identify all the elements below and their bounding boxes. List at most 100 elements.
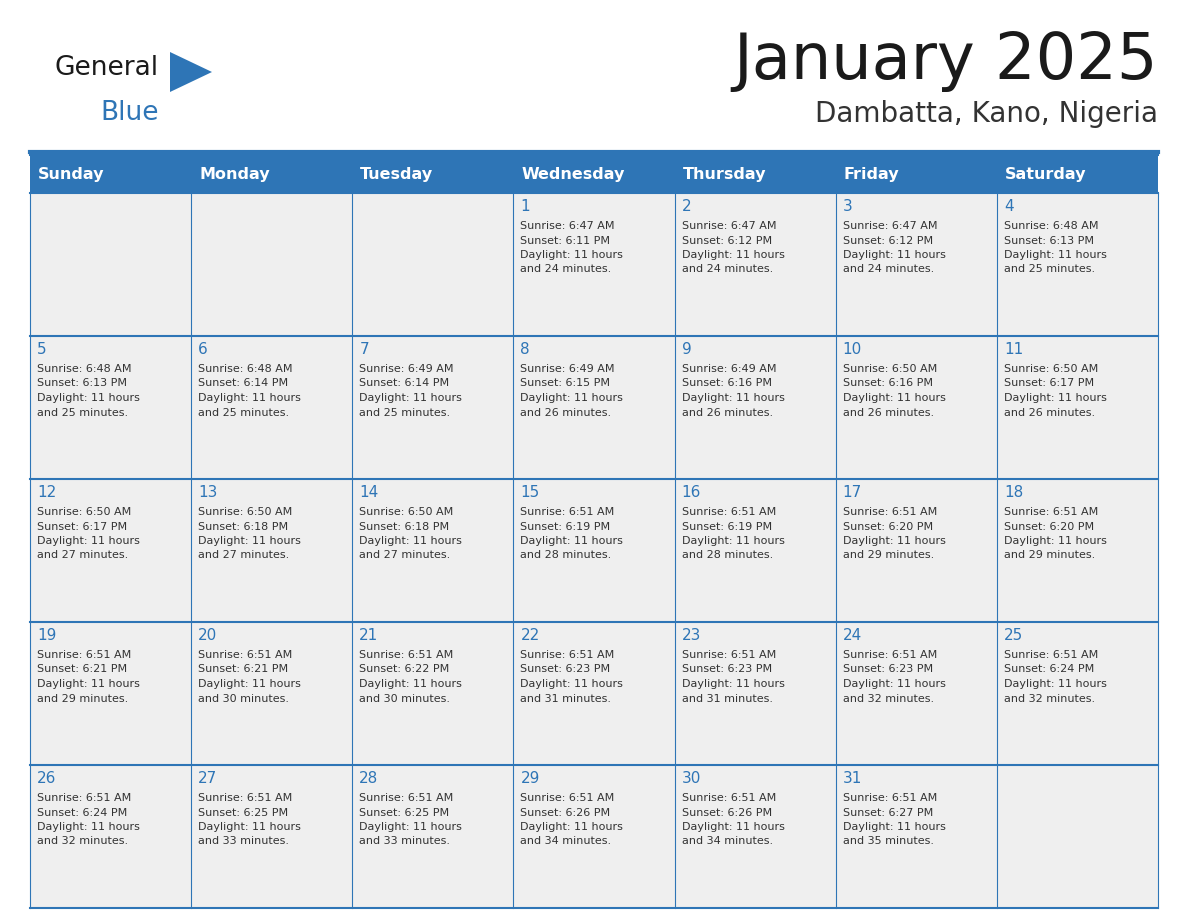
Text: Daylight: 11 hours: Daylight: 11 hours [682,250,784,260]
Bar [30,479,1158,622]
Text: Daylight: 11 hours: Daylight: 11 hours [37,822,140,832]
Text: 19: 19 [37,628,56,643]
Text: and 24 minutes.: and 24 minutes. [520,264,612,274]
Text: Sunset: 6:26 PM: Sunset: 6:26 PM [682,808,772,818]
Text: Sunrise: 6:47 AM: Sunrise: 6:47 AM [520,221,615,231]
Text: Sunrise: 6:51 AM: Sunrise: 6:51 AM [520,793,614,803]
Text: and 26 minutes.: and 26 minutes. [682,408,772,418]
Text: Sunset: 6:20 PM: Sunset: 6:20 PM [1004,521,1094,532]
Text: 14: 14 [359,485,379,500]
Text: Sunrise: 6:51 AM: Sunrise: 6:51 AM [520,650,614,660]
Text: 26: 26 [37,771,56,786]
Text: Daylight: 11 hours: Daylight: 11 hours [359,393,462,403]
Text: 18: 18 [1004,485,1023,500]
Text: Daylight: 11 hours: Daylight: 11 hours [520,250,624,260]
Text: Daylight: 11 hours: Daylight: 11 hours [682,393,784,403]
Text: Monday: Monday [200,166,270,182]
Text: 25: 25 [1004,628,1023,643]
Text: General: General [55,55,159,81]
Text: Sunset: 6:26 PM: Sunset: 6:26 PM [520,808,611,818]
Text: Sunrise: 6:51 AM: Sunrise: 6:51 AM [682,793,776,803]
Text: Daylight: 11 hours: Daylight: 11 hours [520,393,624,403]
Text: 4: 4 [1004,199,1013,214]
Bar [30,765,1158,908]
Text: Sunset: 6:12 PM: Sunset: 6:12 PM [682,236,772,245]
Text: Blue: Blue [100,100,158,126]
Text: Sunset: 6:27 PM: Sunset: 6:27 PM [842,808,933,818]
Text: Sunset: 6:18 PM: Sunset: 6:18 PM [198,521,289,532]
Text: Daylight: 11 hours: Daylight: 11 hours [1004,250,1107,260]
Text: Daylight: 11 hours: Daylight: 11 hours [198,393,301,403]
Text: 20: 20 [198,628,217,643]
Text: Sunrise: 6:51 AM: Sunrise: 6:51 AM [37,793,131,803]
Text: Friday: Friday [843,166,899,182]
Text: Daylight: 11 hours: Daylight: 11 hours [842,822,946,832]
Text: Sunset: 6:11 PM: Sunset: 6:11 PM [520,236,611,245]
Text: and 30 minutes.: and 30 minutes. [198,693,289,703]
Bar [30,336,1158,479]
Text: Sunday: Sunday [38,166,105,182]
Text: 11: 11 [1004,342,1023,357]
Text: Sunrise: 6:51 AM: Sunrise: 6:51 AM [682,507,776,517]
Text: Sunrise: 6:47 AM: Sunrise: 6:47 AM [682,221,776,231]
Text: Sunrise: 6:51 AM: Sunrise: 6:51 AM [520,507,614,517]
Text: Daylight: 11 hours: Daylight: 11 hours [37,393,140,403]
Text: Sunset: 6:17 PM: Sunset: 6:17 PM [37,521,127,532]
Text: 15: 15 [520,485,539,500]
Text: Dambatta, Kano, Nigeria: Dambatta, Kano, Nigeria [815,100,1158,128]
Bar [30,155,1158,193]
Text: Sunrise: 6:51 AM: Sunrise: 6:51 AM [198,650,292,660]
Text: and 30 minutes.: and 30 minutes. [359,693,450,703]
Text: January 2025: January 2025 [733,30,1158,92]
Text: Sunrise: 6:51 AM: Sunrise: 6:51 AM [37,650,131,660]
Text: 23: 23 [682,628,701,643]
Text: 21: 21 [359,628,379,643]
Text: 6: 6 [198,342,208,357]
Text: 17: 17 [842,485,862,500]
Text: Sunset: 6:25 PM: Sunset: 6:25 PM [359,808,449,818]
Text: and 25 minutes.: and 25 minutes. [37,408,128,418]
Text: and 26 minutes.: and 26 minutes. [842,408,934,418]
Text: 2: 2 [682,199,691,214]
Text: Sunrise: 6:48 AM: Sunrise: 6:48 AM [37,364,132,374]
Text: Daylight: 11 hours: Daylight: 11 hours [520,822,624,832]
Text: 3: 3 [842,199,853,214]
Text: 30: 30 [682,771,701,786]
Text: 24: 24 [842,628,862,643]
Text: Daylight: 11 hours: Daylight: 11 hours [198,822,301,832]
Text: 16: 16 [682,485,701,500]
Text: Daylight: 11 hours: Daylight: 11 hours [359,536,462,546]
Text: 5: 5 [37,342,46,357]
Text: Sunset: 6:19 PM: Sunset: 6:19 PM [520,521,611,532]
Text: 22: 22 [520,628,539,643]
Text: Sunset: 6:20 PM: Sunset: 6:20 PM [842,521,933,532]
Text: and 32 minutes.: and 32 minutes. [37,836,128,846]
Text: and 24 minutes.: and 24 minutes. [682,264,773,274]
Text: 8: 8 [520,342,530,357]
Text: Sunset: 6:21 PM: Sunset: 6:21 PM [198,665,289,675]
Text: Sunrise: 6:49 AM: Sunrise: 6:49 AM [682,364,776,374]
Text: 7: 7 [359,342,369,357]
Text: Daylight: 11 hours: Daylight: 11 hours [198,536,301,546]
Text: Daylight: 11 hours: Daylight: 11 hours [520,536,624,546]
Text: Daylight: 11 hours: Daylight: 11 hours [842,393,946,403]
Text: Daylight: 11 hours: Daylight: 11 hours [682,536,784,546]
Text: 29: 29 [520,771,539,786]
Text: and 27 minutes.: and 27 minutes. [37,551,128,561]
Text: 9: 9 [682,342,691,357]
Text: Sunrise: 6:51 AM: Sunrise: 6:51 AM [1004,650,1098,660]
Text: Daylight: 11 hours: Daylight: 11 hours [682,679,784,689]
Text: Sunrise: 6:47 AM: Sunrise: 6:47 AM [842,221,937,231]
Text: Sunset: 6:15 PM: Sunset: 6:15 PM [520,378,611,388]
Text: Daylight: 11 hours: Daylight: 11 hours [198,679,301,689]
Text: Wednesday: Wednesday [522,166,625,182]
Text: 27: 27 [198,771,217,786]
Text: Sunrise: 6:51 AM: Sunrise: 6:51 AM [1004,507,1098,517]
Text: and 29 minutes.: and 29 minutes. [37,693,128,703]
Text: Sunset: 6:13 PM: Sunset: 6:13 PM [37,378,127,388]
Text: Sunrise: 6:49 AM: Sunrise: 6:49 AM [359,364,454,374]
Text: and 31 minutes.: and 31 minutes. [520,693,612,703]
Text: and 24 minutes.: and 24 minutes. [842,264,934,274]
Text: and 35 minutes.: and 35 minutes. [842,836,934,846]
Text: Daylight: 11 hours: Daylight: 11 hours [1004,393,1107,403]
